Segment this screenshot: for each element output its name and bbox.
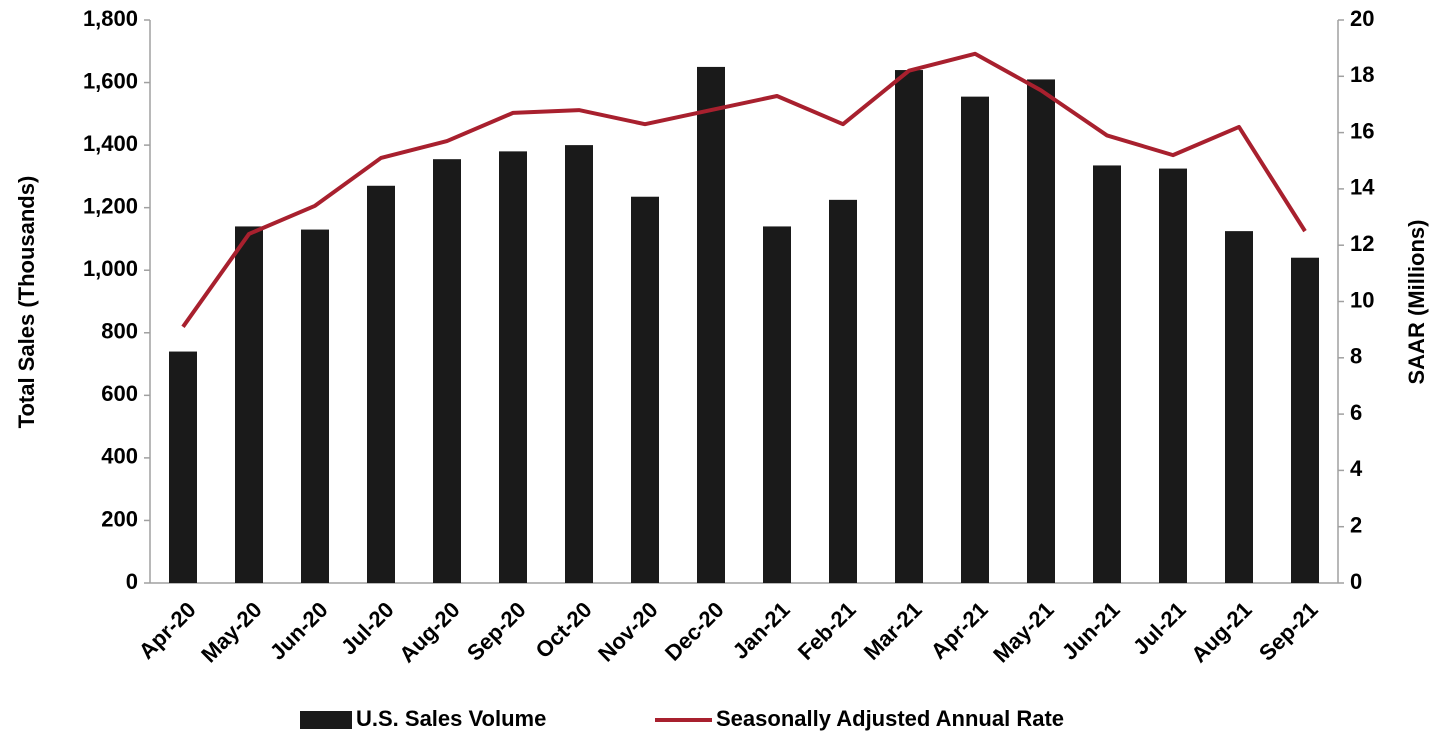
bar: [565, 145, 593, 583]
y2-tick-label: 12: [1350, 231, 1374, 256]
x-tick-label: Feb-21: [793, 597, 861, 665]
bar: [433, 159, 461, 584]
x-tick-label: Jan-21: [728, 597, 795, 664]
x-tick-label: Sep-20: [462, 597, 531, 666]
bar: [631, 196, 659, 583]
legend-label: Seasonally Adjusted Annual Rate: [716, 706, 1064, 731]
y2-tick-label: 16: [1350, 118, 1374, 143]
y-tick-label: 1,400: [83, 131, 138, 156]
x-tick-label: Jul-20: [336, 597, 399, 660]
x-tick-label: May-21: [988, 597, 1058, 667]
y-tick-label: 800: [101, 319, 138, 344]
y2-tick-label: 2: [1350, 513, 1362, 538]
y-tick-label: 1,200: [83, 193, 138, 218]
y-axis-label: Total Sales (Thousands): [14, 176, 39, 429]
bar: [961, 96, 989, 583]
bar: [1291, 257, 1319, 583]
bar: [763, 226, 791, 583]
bar: [499, 151, 527, 583]
x-tick-label: Jun-20: [265, 597, 333, 665]
bar: [1159, 168, 1187, 583]
bar: [235, 226, 263, 583]
y-tick-label: 1,800: [83, 6, 138, 31]
y2-tick-label: 14: [1350, 175, 1375, 200]
x-tick-label: Aug-21: [1186, 597, 1256, 667]
y2-tick-label: 8: [1350, 344, 1362, 369]
x-tick-label: Jul-21: [1128, 597, 1191, 660]
y2-tick-label: 0: [1350, 569, 1362, 594]
x-tick-label: Dec-20: [660, 597, 729, 666]
y-tick-label: 400: [101, 444, 138, 469]
x-tick-label: Nov-20: [593, 597, 663, 667]
x-tick-label: Aug-20: [394, 597, 464, 667]
x-tick-label: Jun-21: [1057, 597, 1125, 665]
y2-tick-label: 18: [1350, 62, 1374, 87]
y-tick-label: 0: [126, 569, 138, 594]
y-tick-label: 200: [101, 506, 138, 531]
y2-axis-label: SAAR (Millions): [1404, 220, 1429, 385]
y2-tick-label: 20: [1350, 6, 1374, 31]
bar: [1225, 231, 1253, 583]
line: [181, 51, 1307, 328]
bar: [697, 66, 725, 583]
x-tick-label: Apr-20: [134, 597, 201, 664]
x-tick-label: Mar-21: [859, 597, 927, 665]
y2-tick-label: 4: [1350, 456, 1363, 481]
bar: [367, 185, 395, 583]
y-tick-label: 600: [101, 381, 138, 406]
y-tick-label: 1,000: [83, 256, 138, 281]
x-tick-label: Apr-21: [926, 597, 993, 664]
y2-tick-label: 10: [1350, 287, 1374, 312]
legend-swatch: [300, 711, 352, 729]
x-tick-label: May-20: [196, 597, 266, 667]
bar: [895, 70, 923, 584]
x-tick-label: Oct-20: [531, 597, 597, 663]
y2-tick-label: 6: [1350, 400, 1362, 425]
bar: [1093, 165, 1121, 584]
legend-label: U.S. Sales Volume: [356, 706, 546, 731]
bar: [169, 351, 197, 583]
x-tick-label: Sep-21: [1254, 597, 1323, 666]
bar: [1027, 79, 1055, 583]
bar: [301, 229, 329, 584]
y-tick-label: 1,600: [83, 68, 138, 93]
bar: [829, 199, 857, 583]
